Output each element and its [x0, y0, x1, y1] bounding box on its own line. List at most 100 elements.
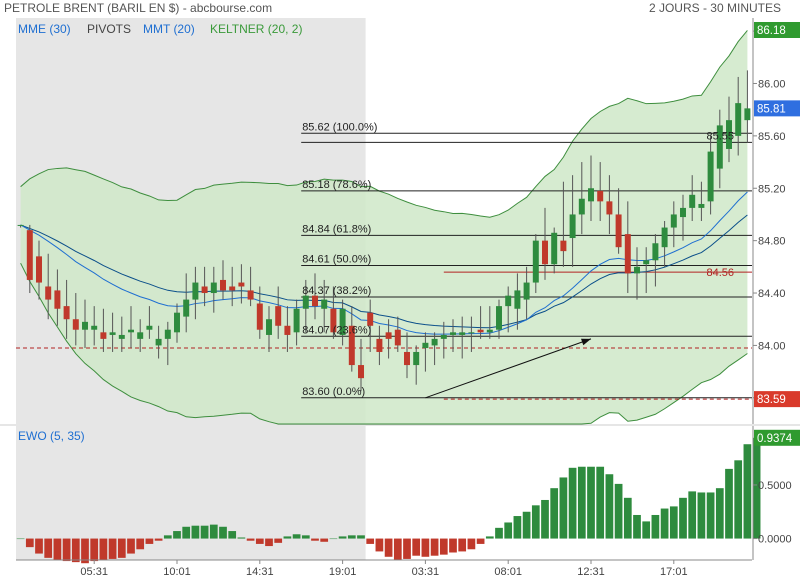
last-price-badge-value: 85.81: [757, 103, 786, 115]
ewo-y-tick-label: 0.0000: [758, 534, 792, 546]
ewo-bar: [669, 506, 678, 539]
y-tick-label: 84.40: [758, 288, 786, 300]
ewo-bar: [421, 538, 430, 557]
candle-body: [459, 332, 466, 335]
ewo-bar: [90, 538, 99, 562]
candle-body: [588, 188, 594, 202]
candle-body: [726, 120, 732, 149]
ewo-bar: [329, 538, 338, 540]
ewo-bar: [53, 538, 62, 560]
ewo-bar: [71, 538, 80, 563]
ewo-bar: [182, 526, 191, 539]
candle-body: [183, 299, 190, 317]
candle-body: [358, 365, 364, 379]
candle-body: [128, 329, 134, 333]
ewo-bar: [274, 538, 283, 543]
candle-body: [551, 232, 558, 265]
candle-body: [606, 201, 613, 215]
candle-body: [450, 332, 456, 335]
candle-body: [275, 306, 282, 326]
ewo-bar: [99, 538, 108, 560]
candle-body: [707, 151, 714, 202]
candle-body: [266, 319, 272, 335]
ewo-bar: [357, 535, 365, 539]
ewo-bar: [393, 538, 402, 560]
x-tick-label: 03:31: [412, 566, 440, 578]
ewo-bar: [338, 536, 347, 539]
ewo-bar: [642, 521, 651, 539]
candle-body: [496, 306, 502, 330]
ewo-bar: [237, 537, 246, 539]
chart-period: 2 JOURS - 30 MINUTES: [649, 1, 781, 15]
candle-body: [91, 325, 98, 330]
ewo-bar: [495, 527, 503, 539]
ewo-bar: [449, 538, 457, 553]
candle-body: [404, 351, 410, 366]
candle-body: [477, 329, 484, 333]
ewo-title: EWO (5, 35): [18, 429, 85, 443]
candle-body: [634, 266, 640, 274]
keltner-band: [20, 30, 748, 425]
ewo-bar: [706, 492, 715, 539]
candle-body: [597, 190, 604, 202]
keltner-upper: [20, 30, 748, 218]
ewo-bar: [734, 460, 743, 539]
candle-body: [422, 342, 429, 349]
ewo-bar: [311, 538, 319, 541]
y-tick-label: 84.80: [758, 236, 786, 248]
low-badge: [754, 391, 800, 408]
trend-arrow: [425, 338, 592, 399]
candle-body: [17, 224, 24, 226]
candle-body: [36, 256, 42, 283]
ewo-bar: [246, 538, 255, 541]
candle-body: [532, 240, 539, 283]
x-tick-label: 12:31: [577, 566, 605, 578]
candle-body: [247, 290, 254, 300]
fib-label: 84.07 (23.6%): [302, 324, 371, 336]
ewo-bar: [541, 499, 549, 539]
high-badge: [754, 22, 800, 38]
last-price-badge: [754, 100, 800, 117]
candle-body: [164, 329, 171, 339]
ewo-bar: [200, 525, 209, 539]
ewo-bar: [283, 536, 292, 539]
x-tick-label: 17:01: [660, 566, 688, 578]
ewo-bar: [173, 531, 181, 539]
candle-body: [514, 290, 521, 309]
candle-body: [146, 325, 153, 330]
ewo-bar: [347, 535, 356, 539]
ewo-bar: [568, 467, 577, 539]
candle-body: [385, 332, 392, 339]
ewo-bar: [301, 535, 310, 539]
ewo-bar: [688, 491, 697, 539]
ewo-bar: [458, 538, 467, 552]
candle-body: [560, 240, 567, 252]
trend-arrow-head: [581, 338, 591, 346]
ewo-bar: [485, 536, 494, 539]
candle-body: [174, 312, 180, 333]
ewo-bar: [743, 444, 752, 539]
ewo-bar: [25, 538, 34, 548]
candle-body: [330, 308, 337, 333]
candle-body: [238, 282, 245, 287]
candle-body: [440, 334, 447, 339]
candle-body: [569, 214, 576, 239]
fib-label: 83.60 (0.0%): [302, 386, 365, 398]
candle-body: [118, 334, 125, 339]
ewo-bar: [752, 437, 761, 539]
candle-body: [367, 312, 374, 326]
candle-body: [256, 303, 263, 330]
candle-body: [210, 282, 217, 294]
legend-pivots: PIVOTS: [87, 22, 131, 36]
ewo-bar: [531, 505, 540, 539]
candle-body: [578, 198, 585, 215]
x-tick-label: 19:01: [329, 566, 357, 578]
ewo-bar: [163, 535, 172, 539]
ewo-bar: [522, 511, 531, 539]
candle-body: [523, 282, 530, 300]
candle-body: [155, 338, 162, 346]
ewo-bar: [513, 516, 522, 539]
ewo-bar: [651, 514, 660, 539]
ewo-bar: [127, 538, 135, 554]
